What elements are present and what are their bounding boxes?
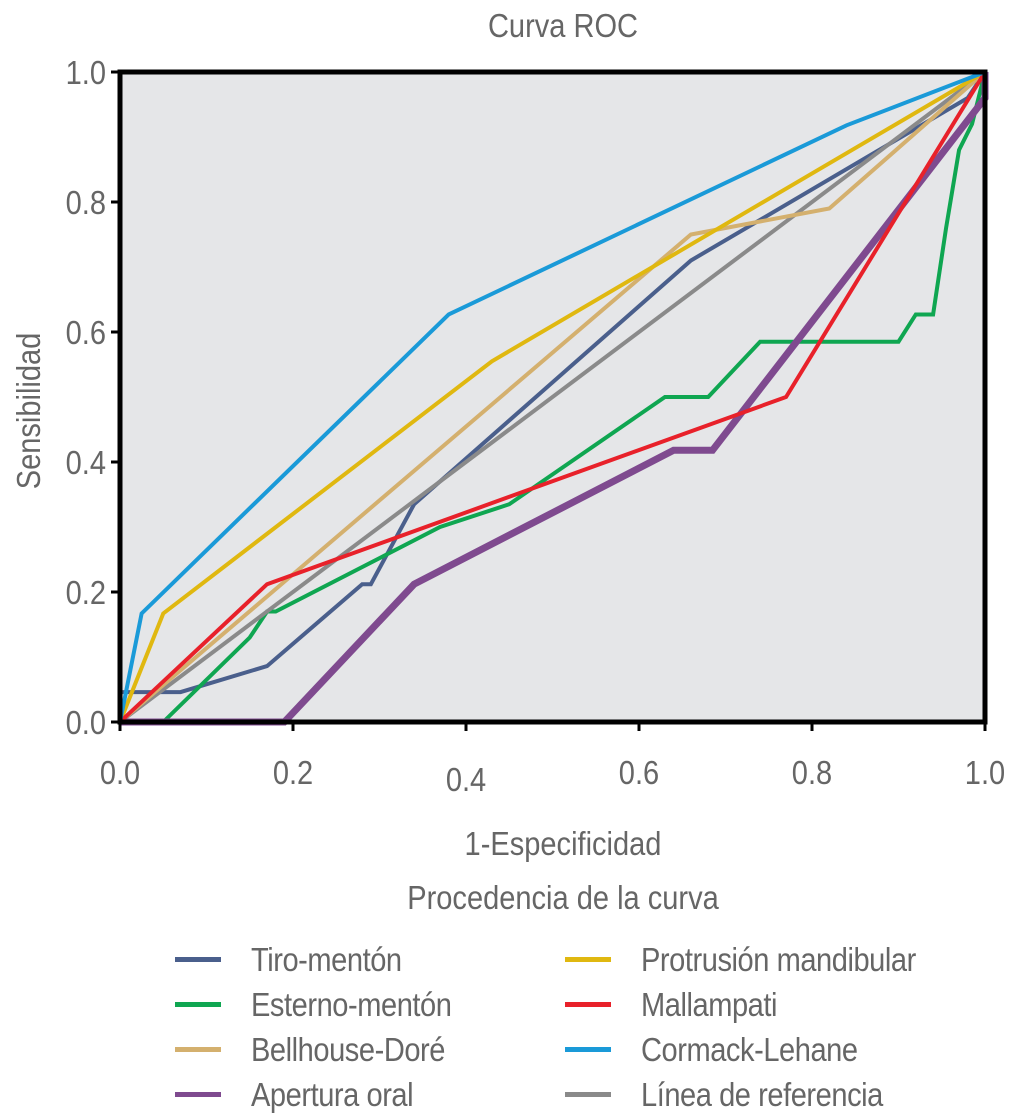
legend-swatch [565,1047,611,1052]
x-tick-label: 0.8 [792,754,832,791]
x-tick-label: 1.0 [965,754,1005,791]
legend-item: Esterno-mentón [175,983,565,1026]
legend-swatch [175,1092,221,1097]
series-line-1 [161,71,987,724]
x-tick-label: 0.2 [273,754,313,791]
legend-label: Tiro-mentón [251,940,402,978]
x-tick-label: 0.4 [446,761,486,798]
series-line-6 [118,70,986,723]
legend-item: Protrusión mandibular [565,938,965,981]
legend: Tiro-mentón Protrusión mandibular Esterno-… [175,938,975,1116]
legend-swatch [565,1092,611,1097]
y-tick-label: 0.6 [66,314,106,351]
y-tick-label: 0.4 [66,444,106,481]
series-layer [118,70,989,726]
x-tick-label: 0.0 [100,754,140,791]
legend-label: Apertura oral [251,1075,414,1113]
legend-item: Bellhouse-Doré [175,1028,565,1071]
legend-item: Tiro-mentón [175,938,565,981]
y-tick-label: 0.8 [66,184,106,221]
chart-title: Curva ROC [488,7,638,44]
legend-item: Línea de referencia [565,1073,965,1116]
legend-swatch [175,1047,221,1052]
series-line-2 [118,70,987,724]
legend-item: Mallampati [565,983,965,1026]
series-line-5 [118,70,987,724]
y-tick-label: 1.0 [66,54,106,91]
legend-label: Línea de referencia [641,1075,883,1113]
legend-swatch [565,1002,611,1007]
roc-chart: Curva ROC 0.0 0.2 0.4 0.6 0.8 1.0 0.0 0.2 0.4 0.6… [10,7,1006,916]
series-line-7 [118,70,987,724]
axis-ticks: 0.0 0.2 0.4 0.6 0.8 1.0 0.0 0.2 0.4 0.6 0.8 1.0 [66,54,1006,798]
legend-title: Procedencia de la curva [407,879,719,916]
y-tick-label: 0.2 [66,574,106,611]
legend-swatch [175,957,221,962]
y-tick-label: 0.0 [66,704,106,741]
legend-label: Bellhouse-Doré [251,1030,446,1068]
legend-item: Cormack-Lehane [565,1028,965,1071]
legend-swatch [565,957,611,962]
legend-label: Protrusión mandibular [641,940,916,978]
x-axis-label: 1-Especificidad [465,825,662,862]
legend-swatch [175,1002,221,1007]
y-axis-label: Sensibilidad [10,333,47,490]
plot-frame [117,69,988,725]
x-tick-label: 0.6 [619,754,659,791]
legend-label: Mallampati [641,985,778,1023]
series-line-4 [118,70,987,723]
legend-item: Apertura oral [175,1073,565,1116]
legend-label: Esterno-mentón [251,985,452,1023]
legend-label: Cormack-Lehane [641,1030,858,1068]
